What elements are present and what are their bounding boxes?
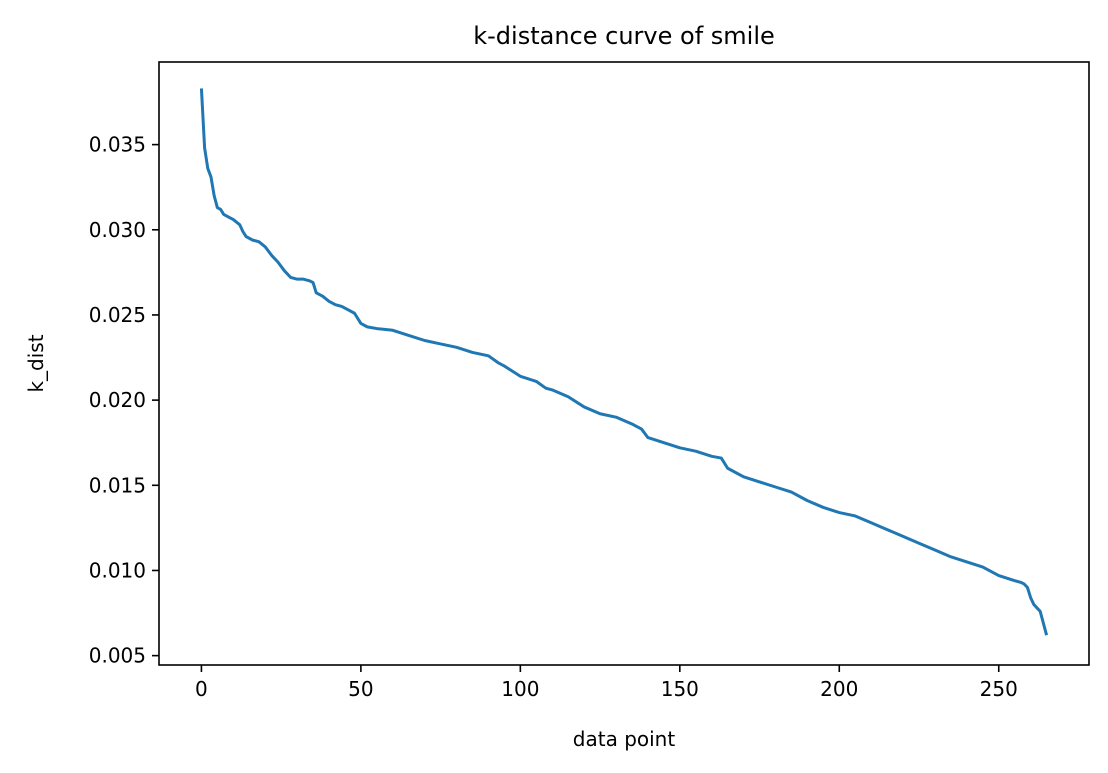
chart-title: k-distance curve of smile [473,22,775,50]
series-layer [199,88,1049,636]
x-tick-label: 100 [501,677,539,701]
x-tick-label: 50 [348,677,373,701]
x-tick-label: 250 [980,677,1018,701]
x-tick-label: 0 [195,677,208,701]
y-tick-label: 0.005 [89,644,146,668]
x-tick-label: 200 [820,677,858,701]
x-tick-label: 150 [661,677,699,701]
y-tick-label: 0.030 [89,218,146,242]
ticks-layer: 0 50 100 150 200 250 0.005 0.010 0.015 0.020 0.025… [89,133,1018,701]
y-tick-label: 0.020 [89,388,146,412]
y-tick-label: 0.015 [89,473,146,497]
y-axis-title: k_dist [24,334,48,392]
series-line [199,88,1049,636]
y-tick-label: 0.035 [89,133,146,157]
y-tick-label: 0.025 [89,303,146,327]
plot-frame [158,61,1090,666]
y-tick-label: 0.010 [89,558,146,582]
x-axis-title: data point [573,727,676,751]
